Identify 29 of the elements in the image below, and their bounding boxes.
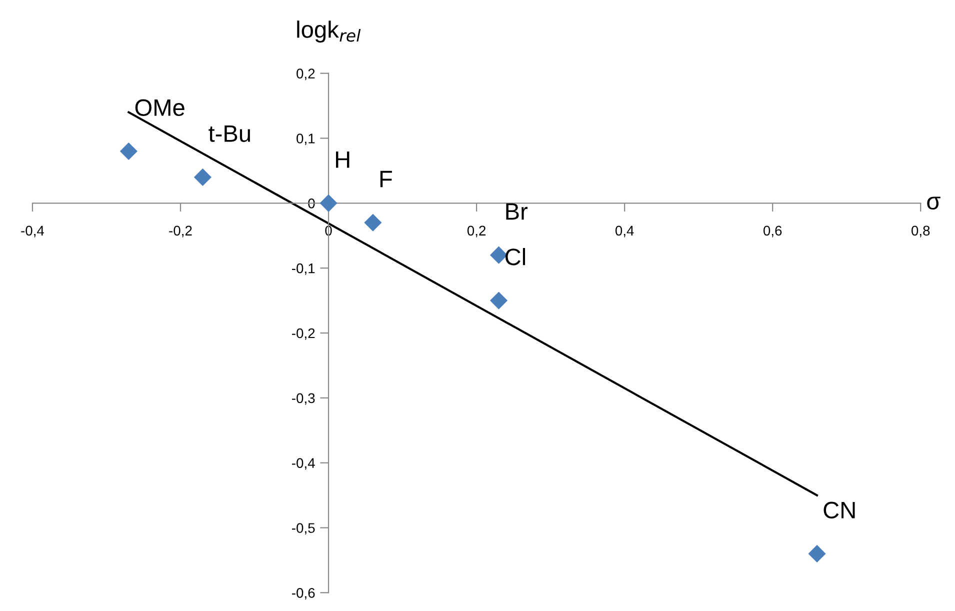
point bbox=[194, 168, 212, 186]
annotation: Cl bbox=[506, 248, 526, 266]
x-tick-label: 0,2 bbox=[467, 226, 486, 238]
point bbox=[320, 194, 338, 212]
x-tick-label: 0,4 bbox=[615, 226, 634, 238]
y-tick-label: -0,2 bbox=[292, 328, 315, 340]
y-tick-label: -0,3 bbox=[292, 393, 315, 405]
x-tick-label: 0,6 bbox=[763, 226, 782, 238]
y-tick-label: -0,5 bbox=[292, 523, 315, 535]
x-tick-label: 0,8 bbox=[912, 226, 930, 238]
annotation: OMe bbox=[135, 99, 184, 116]
x-tick-label: -0,2 bbox=[169, 226, 192, 238]
point bbox=[120, 142, 138, 160]
annotation: H bbox=[336, 151, 350, 168]
y-tick-label: 0,1 bbox=[296, 134, 315, 146]
point bbox=[490, 292, 508, 310]
x-tick-label: -0,4 bbox=[21, 226, 44, 238]
annotation: F bbox=[380, 170, 392, 188]
point bbox=[364, 214, 382, 232]
y-tick-label: -0,4 bbox=[292, 458, 315, 470]
annotation: Br bbox=[506, 203, 528, 220]
x-axis-title: σ bbox=[927, 196, 940, 210]
y-tick-label: 0,2 bbox=[296, 68, 315, 80]
y-tick-label: -0,6 bbox=[292, 588, 315, 600]
y-axis-title: logk$_{rel}$ bbox=[297, 20, 361, 43]
annotation: t-Bu bbox=[208, 125, 250, 142]
annotation: CN bbox=[824, 502, 855, 518]
y-tick-label: -0,1 bbox=[292, 263, 315, 275]
point bbox=[808, 544, 826, 562]
